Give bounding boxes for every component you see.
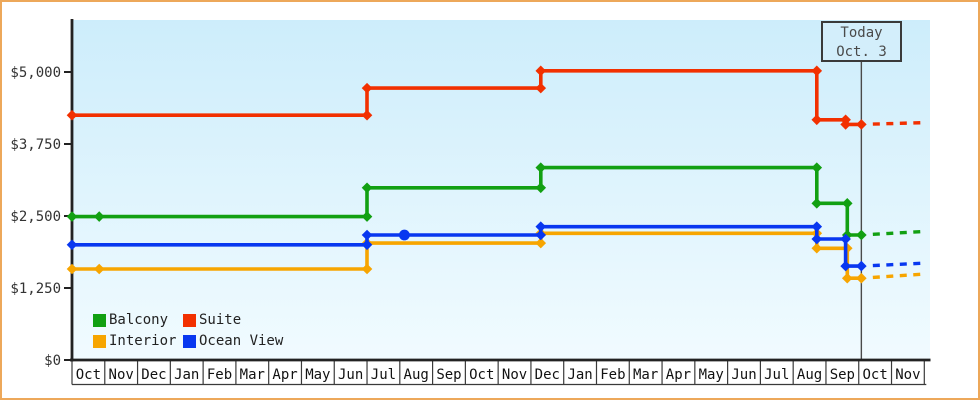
data-point-marker	[66, 239, 78, 251]
data-point-marker	[361, 82, 373, 94]
data-point-marker	[361, 211, 373, 222]
x-axis-label: May	[305, 367, 330, 383]
today-label: Today	[840, 25, 883, 41]
data-point-marker	[811, 162, 823, 173]
x-axis-label: Jul	[764, 367, 789, 383]
x-axis-label: Apr	[666, 367, 691, 383]
series-projection-suite	[872, 120, 923, 126]
x-axis-label: Nov	[502, 367, 527, 383]
data-point-marker	[361, 239, 373, 251]
data-point-marker	[66, 263, 78, 275]
data-point-marker	[856, 229, 867, 241]
x-axis-label: Jul	[371, 367, 396, 383]
x-axis-label: Jan	[567, 367, 592, 383]
x-axis-label: Dec	[535, 367, 560, 383]
plot-background	[72, 20, 930, 360]
x-axis-label: Sep	[436, 367, 461, 383]
x-axis-label: Dec	[141, 367, 166, 383]
series-projection-interior	[872, 272, 923, 280]
x-axis-label: Nov	[109, 367, 134, 383]
x-axis-label: Mar	[633, 367, 658, 383]
y-axis-label: $2,500	[10, 209, 61, 225]
x-axis-label: Aug	[797, 367, 822, 383]
data-point-marker	[811, 65, 823, 77]
x-axis-label: Jun	[338, 367, 363, 383]
data-point-marker	[811, 114, 823, 126]
data-point-marker	[811, 242, 823, 254]
data-point-marker	[840, 233, 851, 245]
data-point-marker	[841, 198, 853, 209]
data-point-marker	[856, 272, 867, 284]
data-point-marker	[361, 109, 373, 121]
data-point-marker	[535, 229, 547, 241]
data-point-marker	[811, 198, 823, 209]
y-axis-label: $1,250	[10, 281, 61, 297]
data-point-marker	[840, 119, 851, 130]
data-point-marker	[856, 260, 867, 272]
x-axis-label: Feb	[207, 367, 232, 383]
data-point-marker	[811, 233, 823, 245]
data-point-marker	[361, 229, 373, 241]
data-point-marker	[535, 221, 547, 232]
data-point-marker	[840, 260, 851, 272]
data-point-marker	[398, 229, 410, 241]
x-axis-label: Nov	[895, 367, 920, 383]
x-axis-label: Apr	[272, 367, 297, 383]
y-axis-label: $5,000	[10, 65, 61, 81]
x-axis-label: Aug	[404, 367, 429, 383]
data-point-marker	[535, 237, 547, 249]
x-axis-label: Feb	[600, 367, 625, 383]
data-point-marker	[535, 65, 547, 77]
x-axis-label: Oct	[469, 367, 494, 383]
data-point-marker	[535, 82, 547, 94]
x-axis-label: Jun	[731, 367, 756, 383]
data-point-marker	[361, 263, 373, 275]
data-point-marker	[93, 211, 105, 222]
data-point-marker	[66, 211, 78, 222]
x-axis-label: Oct	[76, 367, 101, 383]
series-projection-ocean-view	[872, 261, 923, 268]
data-point-marker	[361, 182, 373, 194]
today-annotation: Today Oct. 3	[821, 21, 902, 62]
x-axis-label: Mar	[240, 367, 265, 383]
x-axis-label: Sep	[830, 367, 855, 383]
data-point-marker	[93, 263, 105, 275]
x-axis-label: Jan	[174, 367, 199, 383]
data-point-marker	[811, 221, 823, 232]
data-point-marker	[841, 272, 853, 284]
data-point-marker	[856, 119, 867, 130]
today-date: Oct. 3	[836, 44, 887, 60]
data-point-marker	[535, 162, 547, 173]
series-projection-balcony	[872, 229, 923, 237]
y-axis-label: $3,750	[10, 137, 61, 153]
y-axis-label: $0	[44, 353, 61, 369]
data-point-marker	[535, 182, 547, 194]
x-axis-label: May	[699, 367, 724, 383]
x-axis-label: Oct	[862, 367, 887, 383]
data-point-marker	[66, 109, 78, 121]
